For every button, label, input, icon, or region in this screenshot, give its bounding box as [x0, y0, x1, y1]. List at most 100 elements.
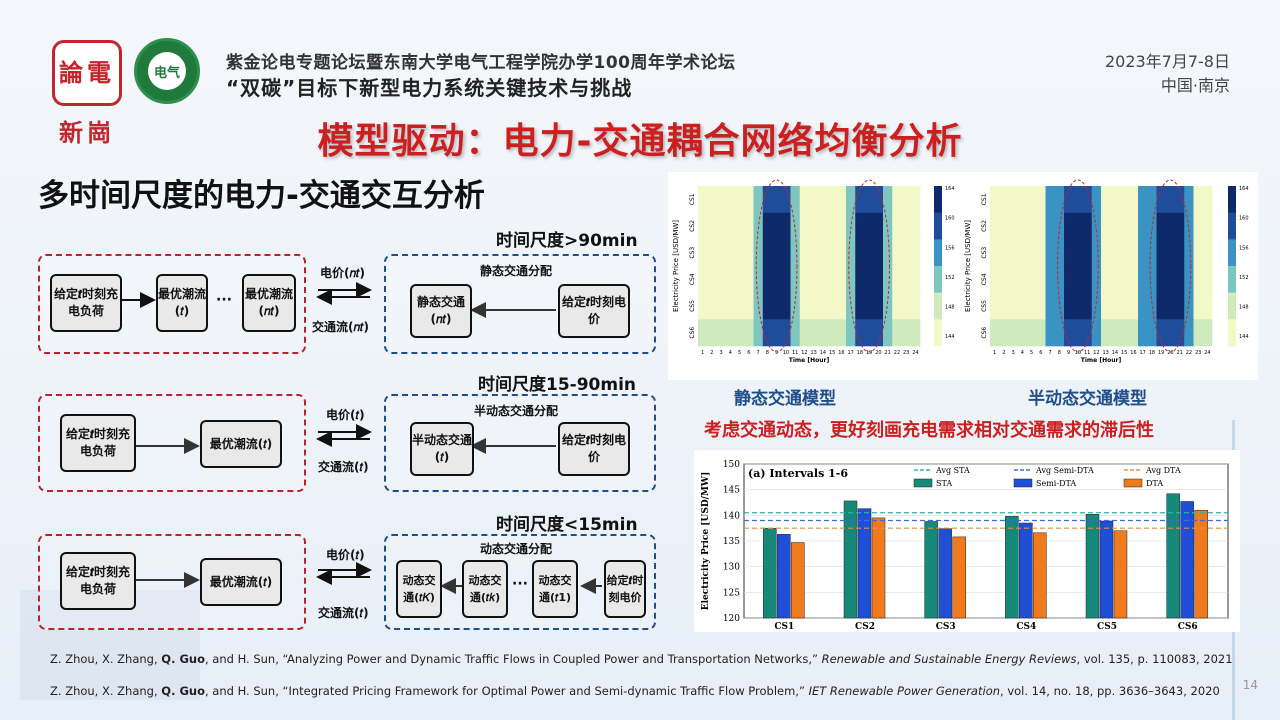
heatmap-cell [1128, 266, 1139, 293]
heatmap-cell [790, 319, 801, 347]
event-location: 中国·南京 [1160, 76, 1230, 95]
y-axis-label: Electricity Price [USD/MW] [701, 472, 711, 611]
heatmap-row-label: CS5 [981, 300, 988, 312]
bar-semi-dta [1180, 501, 1194, 619]
bar-dta [952, 536, 966, 619]
heatmap-hour-label: 6 [747, 350, 750, 356]
heatmap-cell [999, 292, 1009, 320]
heatmap-hour-label: 24 [1204, 350, 1210, 356]
y-tick-label: 120 [723, 614, 740, 624]
heatmap-cell [781, 186, 791, 213]
heatmap-cell [1027, 239, 1037, 267]
heatmap-cell [1110, 186, 1120, 213]
heatmap-cell [892, 239, 902, 267]
heatmap-hour-label: 16 [838, 350, 844, 356]
ref2-journal: IET Renewable Power Generation [808, 684, 1001, 698]
heatmap-hour-label: 12 [1093, 350, 1099, 356]
y-tick-label: 125 [723, 588, 740, 598]
heatmap-cell [716, 319, 727, 347]
heatmap-cell [1128, 292, 1139, 320]
x-tick-label: CS2 [855, 622, 875, 632]
heatmap-cell [1110, 212, 1120, 240]
colorbar-tick: 164 [945, 186, 955, 192]
timescale-label-3: 时间尺度<15min [496, 515, 638, 535]
heatmap-cell [1036, 319, 1046, 347]
heatmap-cell [790, 292, 801, 320]
heatmap-cell [707, 319, 717, 347]
heatmap-cell [762, 319, 773, 347]
heatmap-cell [1175, 292, 1185, 320]
heatmap-cell [716, 186, 727, 213]
heatmap-cell [716, 266, 727, 293]
heatmap-cell [735, 239, 745, 267]
bar-dta [791, 542, 805, 619]
heatmap-cell [1064, 212, 1074, 240]
colorbar-tick: 156 [945, 245, 955, 251]
heatmap-cell [1017, 186, 1028, 213]
heatmap-cell [1054, 292, 1065, 320]
bar-semi-dta [938, 528, 952, 619]
page-number: 14 [1242, 678, 1258, 692]
price-node-1: 给定𝒕时刻电价 [558, 284, 630, 338]
heatmap-hour-label: 14 [820, 350, 826, 356]
heatmap-cell [1193, 292, 1204, 320]
heatmap-cell [1202, 319, 1213, 347]
power-box-3: 给定𝒕时刻充电负荷 最优潮流(𝑡) [38, 534, 306, 630]
heatmap-xlabel: Time [Hour] [789, 357, 830, 364]
heatmap-cell [818, 212, 828, 240]
heatmap-cell [809, 186, 819, 213]
colorbar-segment [1228, 186, 1236, 213]
heatmap-cell [1165, 212, 1176, 240]
heatmap-hour-label: 13 [810, 350, 816, 356]
semi-dynamic-model-label: 半动态交通模型 [1028, 389, 1147, 409]
heatmap-cell [901, 266, 912, 293]
opf-node-2: 最优潮流(𝑡) [200, 420, 282, 468]
heatmap-cell [1045, 292, 1056, 320]
dynamic-traffic-node-tK: 动态交通(𝑡𝐾) [396, 560, 442, 618]
traffic-box-3: 动态交通分配 动态交通(𝑡𝐾) 动态交通(𝑡𝑘) ··· 动态交通(𝑡1) 给定… [384, 534, 656, 630]
colorbar-segment [934, 292, 942, 320]
heatmap-cell [873, 266, 884, 293]
heatmap-hour-label: 22 [894, 350, 900, 356]
forum-name: 紫金论电专题论坛暨东南大学电气工程学院办学100周年学术论坛 [226, 53, 736, 73]
charging-load-node-1: 给定𝒕时刻充电负荷 [50, 274, 122, 332]
heatmap-cell [1054, 266, 1065, 293]
colorbar-tick: 152 [945, 275, 955, 281]
colorbar-segment [934, 212, 942, 240]
peak-highlight-ellipse [848, 179, 890, 353]
heatmap-cell [744, 239, 754, 267]
flow-label-2: 交通流(𝑡) [318, 460, 369, 474]
colorbar-tick: 160 [1239, 216, 1249, 222]
heatmap-cell [901, 186, 912, 213]
price-label-2: 电价(𝑡) [326, 408, 365, 422]
heatmap-cell [707, 292, 717, 320]
heatmap-ylabel: Electricity Price [USD/MW] [672, 220, 680, 312]
heatmap-hour-label: 16 [1130, 350, 1136, 356]
heatmap-cell [781, 319, 791, 347]
heatmap-cell [1119, 292, 1130, 320]
heatmap-cell [698, 319, 708, 347]
heatmap-cell [716, 292, 727, 320]
heatmap-cell [892, 319, 902, 347]
heatmap-cell [836, 319, 847, 347]
static-model-label: 静态交通模型 [734, 389, 836, 409]
charging-load-node-2: 给定𝒕时刻充电负荷 [60, 414, 136, 472]
heatmap-hour-label: 24 [912, 350, 918, 356]
heatmap-cell [910, 266, 921, 293]
heatmap-cell [1119, 212, 1130, 240]
flow-label-3: 交通流(𝑡) [318, 606, 369, 620]
timescale-label-2: 时间尺度15-90min [478, 375, 637, 395]
forum-logo-text: 論電新崗 [59, 59, 115, 147]
heatmap-cell [1045, 186, 1056, 213]
colorbar-segment [1228, 212, 1236, 240]
heatmap-cell [698, 186, 708, 213]
colorbar-tick: 148 [1239, 305, 1249, 311]
heatmap-cell [1110, 266, 1120, 293]
heatmap-hour-label: 5 [738, 350, 741, 356]
heatmap-cell [1036, 239, 1046, 267]
heatmap-cell [864, 266, 875, 293]
heatmap-row-label: CS5 [689, 300, 696, 312]
heatmap-cell [1156, 292, 1167, 320]
heatmap-cell [1184, 266, 1194, 293]
heatmap-cell [1017, 239, 1028, 267]
